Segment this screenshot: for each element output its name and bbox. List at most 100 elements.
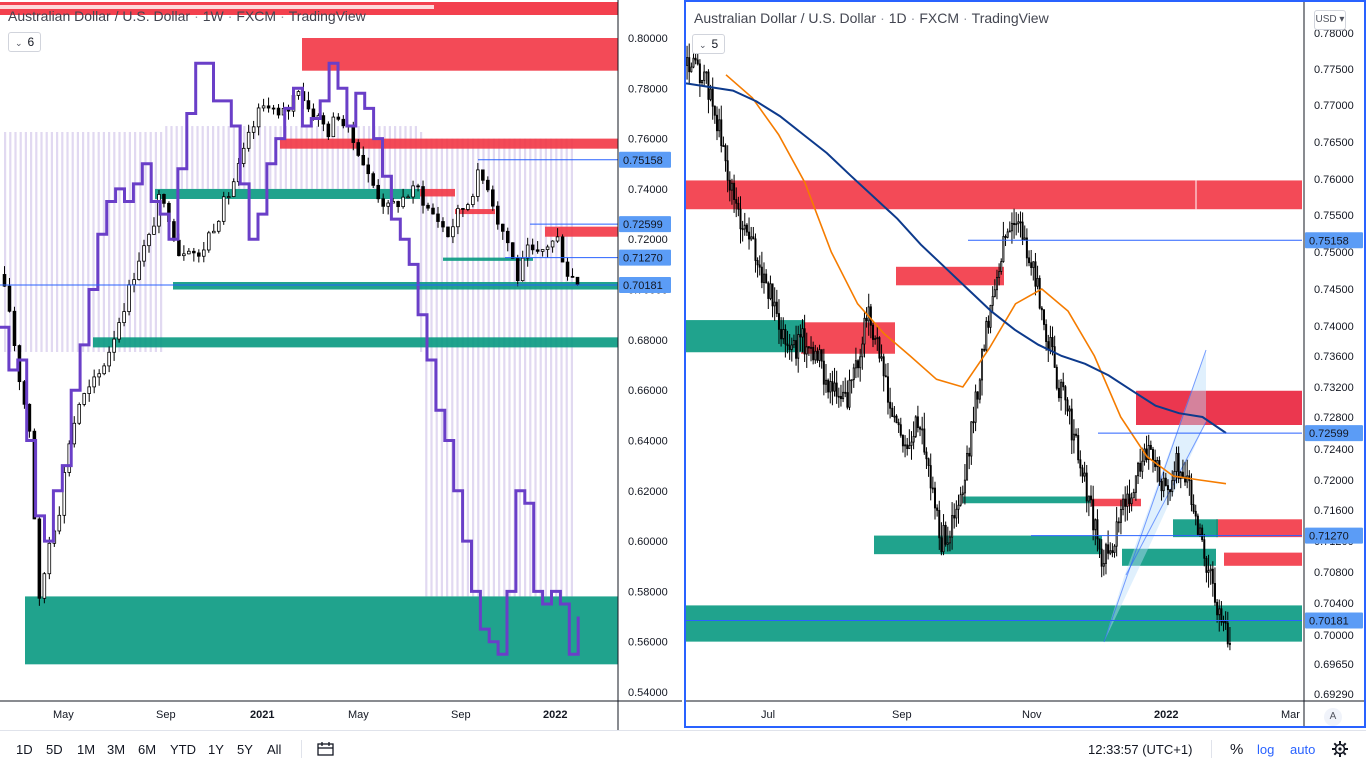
- daily-candle: [921, 428, 924, 431]
- indicators-toggle-button[interactable]: ⌄ 6: [8, 32, 42, 52]
- weekly-chart-canvas[interactable]: 0.800000.780000.760000.740000.720000.700…: [0, 0, 682, 730]
- daily-candle: [1211, 568, 1214, 584]
- daily-candle: [925, 451, 928, 460]
- daily-candle: [692, 57, 695, 68]
- timeframe-5y-button[interactable]: 5Y: [237, 742, 253, 757]
- daily-candle: [884, 375, 887, 378]
- history-overlay-bar: [555, 138, 558, 597]
- daily-chart-canvas[interactable]: 0.78000 0.77500 0.77000 0.76500 0.76000 0.755…: [685, 2, 1364, 726]
- daily-candle: [812, 346, 815, 361]
- channel-line: [1103, 349, 1207, 643]
- daily-candle: [1004, 236, 1007, 238]
- timeframe-6m-button[interactable]: 6M: [138, 742, 157, 757]
- daily-candle: [946, 542, 949, 545]
- daily-candle: [989, 304, 992, 328]
- weekly-candle: [266, 105, 271, 109]
- indicators-toggle-button[interactable]: ⌄ 5: [692, 34, 726, 54]
- timeframe-1d-button[interactable]: 1D: [16, 742, 33, 757]
- daily-candle: [861, 343, 864, 358]
- daily-chart-pane[interactable]: Australian Dollar / U.S. Dollar · 1D · FXCM ·…: [684, 0, 1366, 728]
- timeframe-1y-button[interactable]: 1Y: [208, 742, 224, 757]
- weekly-candle: [500, 223, 505, 232]
- supply-zone: [1091, 498, 1141, 507]
- time-axis-label: 2022: [1154, 709, 1178, 721]
- daily-candle: [1075, 433, 1078, 436]
- history-overlay-bar: [310, 126, 313, 189]
- history-overlay-bar: [154, 132, 157, 352]
- daily-candle: [1102, 562, 1105, 567]
- daily-candle: [846, 392, 849, 408]
- auto-scale-button[interactable]: A: [1324, 708, 1342, 726]
- weekly-candle: [207, 232, 211, 251]
- log-scale-button[interactable]: log: [1257, 742, 1275, 757]
- weekly-candle: [241, 147, 246, 164]
- supply-zone: [280, 138, 618, 149]
- settings-gear-icon[interactable]: [1332, 741, 1348, 757]
- weekly-candle: [57, 514, 62, 532]
- daily-candle: [810, 346, 813, 349]
- daily-candle: [893, 415, 896, 418]
- history-overlay-bar: [503, 138, 506, 597]
- weekly-candle: [321, 115, 326, 125]
- weekly-candle: [520, 257, 525, 282]
- weekly-candle: [550, 240, 555, 248]
- timeframe-3m-button[interactable]: 3M: [107, 742, 126, 757]
- weekly-candle: [336, 116, 341, 120]
- daily-candle: [972, 421, 975, 424]
- percent-scale-button[interactable]: %: [1230, 741, 1244, 758]
- weekly-candle: [142, 245, 146, 262]
- interval-label: 1W: [202, 8, 224, 24]
- weekly-candle: [177, 239, 181, 257]
- weekly-candle: [271, 107, 276, 110]
- history-overlay-bar: [201, 126, 204, 189]
- daily-candle: [1107, 544, 1110, 554]
- history-overlay-bar: [71, 132, 74, 352]
- weekly-candle: [560, 236, 565, 263]
- history-overlay-bar: [35, 132, 38, 352]
- daily-candle: [1109, 550, 1112, 554]
- daily-candle: [807, 346, 810, 349]
- weekly-candle: [7, 285, 12, 312]
- daily-candle: [1196, 515, 1199, 535]
- history-overlay-bar: [196, 126, 199, 189]
- clock-timezone[interactable]: 12:33:57 (UTC+1): [1088, 742, 1193, 757]
- weekly-candle: [535, 249, 540, 252]
- daily-candle: [1100, 548, 1103, 567]
- daily-candle: [1194, 510, 1197, 517]
- bottom-toolbar: 1D 5D 1M 3M 6M YTD 1Y 5Y All 12:33:57 (U…: [0, 730, 1366, 768]
- price-axis-label: 0.77000: [1314, 100, 1354, 112]
- daily-candle: [750, 236, 753, 240]
- history-overlay-bar: [217, 126, 220, 189]
- daily-candle: [968, 452, 971, 457]
- timeframe-ytd-button[interactable]: YTD: [170, 742, 196, 757]
- currency-select[interactable]: USD ▾: [1314, 10, 1346, 30]
- daily-candle: [703, 71, 706, 81]
- daily-candle: [1090, 495, 1093, 501]
- daily-candle: [1017, 221, 1020, 225]
- weekly-chart-pane[interactable]: Australian Dollar / U.S. Dollar · 1W · FXCM ·…: [0, 0, 682, 730]
- daily-candle: [1151, 449, 1154, 461]
- history-overlay-bar: [269, 126, 272, 189]
- history-overlay-bar: [399, 126, 402, 189]
- timeframe-all-button[interactable]: All: [267, 742, 282, 757]
- weekly-candle: [147, 234, 151, 247]
- daily-candle: [942, 524, 945, 553]
- history-overlay-bar: [14, 132, 17, 352]
- time-axis-label: May: [53, 709, 74, 721]
- daily-candle: [763, 273, 766, 283]
- auto-scale-toggle[interactable]: auto: [1290, 742, 1316, 757]
- price-axis-label: 0.62000: [628, 486, 668, 498]
- daily-candle: [707, 71, 710, 100]
- weekly-candle: [575, 276, 580, 286]
- date-range-icon[interactable]: [317, 741, 335, 757]
- daily-candle: [835, 382, 838, 397]
- daily-candle: [1062, 381, 1065, 388]
- daily-candle: [1002, 236, 1005, 262]
- timeframe-1m-button[interactable]: 1M: [77, 742, 96, 757]
- timeframe-5d-button[interactable]: 5D: [46, 742, 63, 757]
- daily-candle: [694, 57, 697, 61]
- price-axis-label: 0.76000: [1314, 174, 1354, 186]
- daily-candle: [842, 391, 845, 400]
- daily-candle: [741, 228, 744, 231]
- history-overlay-bar: [544, 138, 547, 597]
